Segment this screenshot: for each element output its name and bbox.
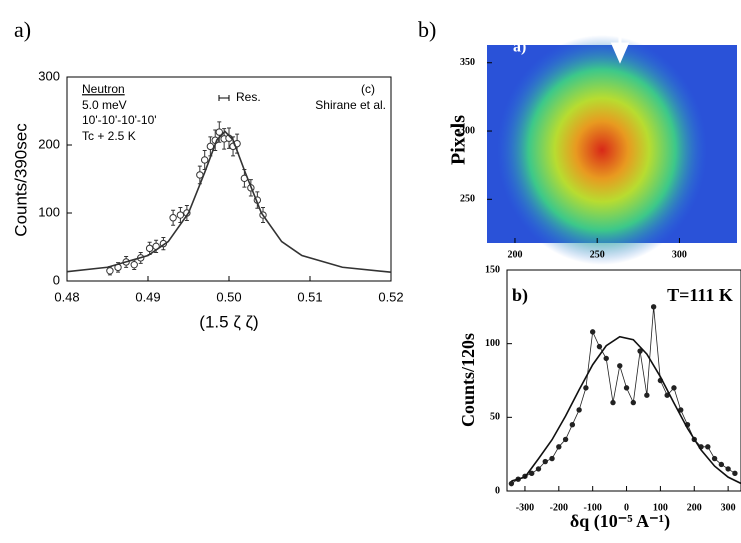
y-tick-label: 200	[38, 136, 60, 151]
data-point	[169, 214, 177, 222]
x-tick-label: -100	[584, 502, 602, 513]
annotation: Tc + 2.5 K	[82, 129, 136, 143]
x-tick-label: 0.52	[378, 289, 403, 304]
data-point	[718, 461, 725, 468]
annotation: Res.	[236, 90, 261, 104]
x-tick-label: -200	[550, 502, 568, 513]
data-point	[130, 260, 138, 269]
data-point	[106, 267, 114, 275]
y-tick-label: 250	[460, 194, 475, 205]
y-tick-label: 0	[495, 485, 500, 496]
resolution-bar	[218, 95, 230, 101]
x-axis-label: δq (10⁻⁵ A⁻¹)	[570, 511, 670, 532]
data-point	[596, 343, 603, 350]
y-tick-label: 100	[38, 204, 60, 219]
data-point	[705, 444, 711, 450]
data-point	[725, 466, 731, 472]
annotation: 10'-10'-10'-10'	[82, 113, 157, 127]
data-point	[732, 470, 738, 477]
data-point	[623, 385, 630, 391]
data-point	[671, 385, 677, 391]
x-tick-label: 0.49	[135, 289, 160, 304]
fit-line	[511, 335, 741, 485]
data-point	[637, 348, 643, 354]
data-point	[617, 363, 623, 369]
data-point	[145, 244, 154, 253]
annotation: Neutron	[82, 82, 125, 96]
inset-label: a)	[513, 39, 526, 56]
data-point	[711, 455, 718, 462]
data-point	[542, 458, 548, 465]
data-point	[549, 455, 555, 462]
x-axis-label: (1.5 ζ ζ)	[199, 312, 258, 331]
y-tick-label: 350	[460, 57, 475, 68]
y-tick-label: 300	[38, 68, 60, 83]
data-point	[206, 142, 215, 151]
y-tick-label: 0	[53, 272, 60, 287]
data-point	[610, 399, 616, 406]
arrow	[610, 18, 630, 64]
y-tick-label: 50	[490, 412, 500, 423]
data-point	[650, 304, 657, 310]
data-point	[556, 444, 562, 450]
plot-frame	[506, 269, 741, 492]
data-point	[508, 480, 515, 487]
y-axis-label: Pixels	[448, 115, 470, 165]
data-point	[576, 407, 582, 413]
panel-label: a)	[14, 17, 31, 42]
data-point	[562, 436, 569, 443]
data-point	[569, 422, 576, 428]
x-tick-label: 0	[624, 502, 629, 513]
data-point	[583, 385, 589, 391]
annotation: (c)	[361, 82, 375, 96]
y-tick-label: 150	[485, 264, 500, 275]
x-tick-label: 200	[507, 249, 522, 260]
data-point	[589, 329, 596, 335]
x-tick-label: -300	[516, 502, 534, 513]
data-point	[630, 399, 637, 406]
x-tick-label: 300	[721, 502, 736, 513]
data-line	[511, 306, 736, 484]
data-point	[201, 156, 209, 164]
panel-label: b)	[512, 285, 528, 306]
panel-label: b)	[418, 17, 436, 42]
annotation: 5.0 meV	[82, 98, 127, 112]
x-tick-label: 100	[653, 502, 668, 513]
x-tick-label: 0.48	[54, 289, 79, 304]
data-point	[535, 466, 542, 472]
y-tick-label: 100	[485, 338, 500, 349]
x-tick-label: 250	[590, 249, 605, 260]
fit-line	[66, 130, 392, 274]
annotation: Shirane et al.	[315, 98, 386, 112]
x-tick-label: 0.50	[216, 289, 241, 304]
y-tick-label: 300	[460, 125, 475, 136]
heatmap-spot	[497, 35, 707, 265]
y-axis-label: Counts/120s	[458, 333, 478, 427]
data-point	[176, 211, 185, 219]
data-point	[644, 392, 650, 398]
x-tick-label: 300	[672, 249, 687, 260]
x-tick-label: 0.51	[297, 289, 322, 304]
data-point	[215, 128, 223, 136]
annotation: T=111 K	[667, 285, 733, 305]
data-point	[603, 355, 609, 362]
data-point	[529, 470, 535, 477]
y-axis-label: Counts/390sec	[11, 123, 30, 237]
x-tick-label: 200	[687, 502, 702, 513]
